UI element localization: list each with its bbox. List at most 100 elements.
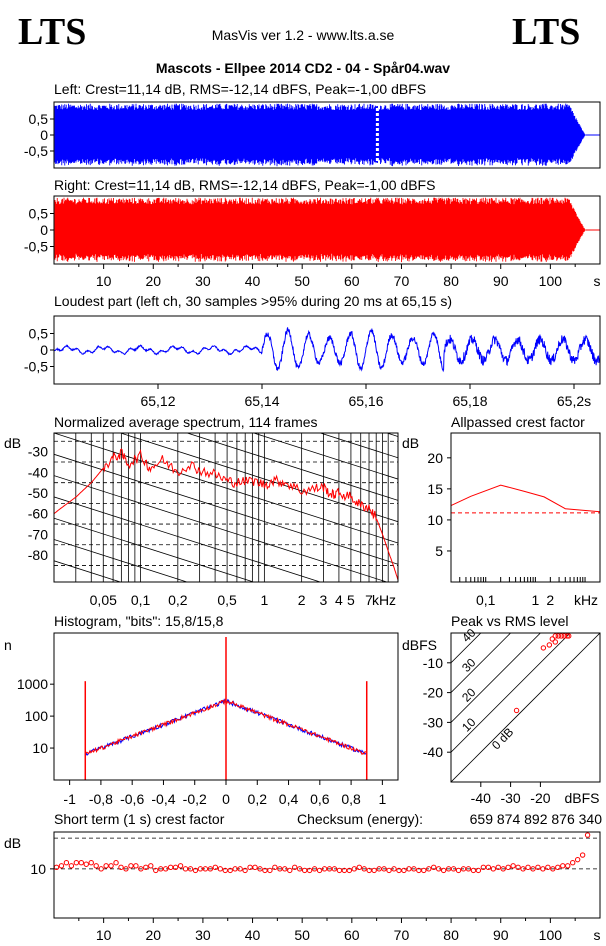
short-crest-xtick: 10 [96, 927, 112, 943]
short-crest-point [560, 863, 566, 869]
histogram-xtick: -0,8 [89, 791, 113, 807]
peak-rms-point [546, 642, 553, 648]
short-crest-xtick: 50 [294, 927, 310, 943]
crest-xtick: 0,1 [476, 592, 496, 608]
short-crest-point [297, 866, 303, 872]
spectrum-slope [54, 475, 389, 582]
short-crest-point [88, 860, 94, 866]
spectrum-xtick: 4 [335, 592, 343, 608]
peak-rms-point [558, 633, 564, 639]
short-crest-point [118, 864, 124, 871]
short-crest-point [495, 864, 501, 871]
short-crest-point [282, 866, 288, 872]
right-waveform-signal [54, 197, 585, 263]
short-crest-point [455, 867, 462, 874]
spectrum-slope [54, 453, 398, 565]
short-crest-point [227, 867, 233, 874]
short-crest-point [128, 863, 134, 869]
peak-rms-diagonal-label: 20 [459, 685, 479, 705]
spectrum-xtick: 1 [260, 592, 268, 608]
short-crest-point [426, 866, 432, 872]
short-crest-point [341, 867, 348, 874]
short-crest-point [401, 867, 407, 874]
short-crest-point [316, 867, 323, 874]
right-waveform-ytick: 0,5 [29, 206, 49, 222]
short-crest-point [490, 866, 496, 872]
short-crest-point [376, 866, 382, 872]
peak-rms-xtick: -20 [530, 790, 550, 806]
short-crest-point [510, 863, 516, 869]
short-crest-frame [53, 831, 601, 919]
short-crest-point [197, 866, 204, 872]
histogram-ytick: 10 [32, 740, 48, 756]
spectrum-slope [185, 433, 398, 501]
left-waveform-ytick: -0,5 [24, 143, 48, 159]
short-crest-point [252, 864, 258, 871]
short-crest-point [579, 852, 586, 858]
short-crest-point [207, 866, 214, 872]
histogram-xtick: 0,2 [248, 791, 268, 807]
short-crest-point [435, 866, 442, 872]
crest-ytick: 5 [435, 543, 443, 559]
crest-xtick: 2 [546, 592, 554, 608]
short-crest-point [440, 867, 447, 874]
spectrum-xtick: 7 [365, 592, 373, 608]
right-waveform-xtick: 20 [145, 273, 161, 289]
short-crest-point [272, 864, 278, 871]
short-crest-point [153, 867, 159, 874]
short-crest-point [108, 863, 114, 869]
right-waveform-xtick: 90 [493, 273, 509, 289]
short-crest-point [386, 867, 392, 874]
short-crest-point [138, 866, 144, 872]
short-crest-point [311, 866, 318, 872]
right-waveform-xtick: 100 [539, 273, 563, 289]
short-crest-point [301, 867, 308, 874]
short-crest-point [520, 866, 526, 872]
short-crest-point [326, 866, 333, 872]
right-waveform-xtick: 50 [294, 273, 310, 289]
short-crest-point [515, 864, 521, 871]
histogram-xtick: -0,6 [120, 791, 144, 807]
spectrum-xtick: 2 [298, 592, 306, 608]
left-waveform-ytick: 0 [40, 127, 48, 143]
histogram-xtick: -0,2 [183, 791, 207, 807]
short-crest-point [277, 866, 283, 872]
crest-curve [450, 484, 601, 513]
peak-rms-diagonal-label: 30 [459, 655, 479, 675]
short-crest-point [287, 867, 293, 874]
crest-title: Allpassed crest factor [451, 414, 585, 430]
short-crest-xtick: 20 [145, 927, 161, 943]
short-crest-point [148, 863, 154, 869]
histogram-ytick: 100 [25, 708, 49, 724]
right-waveform-xtick: 30 [195, 273, 211, 289]
short-crest-point [98, 866, 104, 872]
spectrum-title: Normalized average spectrum, 114 frames [54, 414, 318, 430]
spectrum-grid [54, 305, 398, 582]
spectrum-curve [54, 448, 398, 581]
spectrum-slope [54, 496, 322, 582]
short-crest-point [237, 866, 243, 872]
short-crest-point [182, 866, 189, 872]
short-crest-xtick: 100 [539, 927, 563, 943]
left-waveform-ytick: 0,5 [29, 111, 49, 127]
spectrum-slope [54, 305, 398, 415]
right-waveform-x-unit: s [594, 273, 601, 289]
short-crest-x-unit: s [594, 927, 601, 943]
peak-rms-xtick: -40 [471, 790, 491, 806]
short-crest-point [475, 867, 482, 874]
short-crest-point [68, 863, 75, 869]
right-waveform-ytick: 0 [40, 222, 48, 238]
short-crest-point [574, 856, 581, 863]
spectrum-ytick: -80 [28, 547, 48, 563]
spectrum-ytick: -40 [28, 464, 48, 480]
short-crest-point [570, 860, 576, 866]
crest-ytick: 15 [427, 481, 443, 497]
short-crest-point [103, 863, 109, 869]
short-crest-point [416, 867, 422, 874]
short-crest-point [232, 866, 238, 872]
peak-rms-y-label: dBFS [402, 637, 437, 653]
loudest-part-ytick: 0 [40, 342, 48, 358]
short-crest-point [167, 864, 174, 871]
short-crest-point [406, 866, 412, 872]
peak-rms-point [566, 633, 572, 639]
